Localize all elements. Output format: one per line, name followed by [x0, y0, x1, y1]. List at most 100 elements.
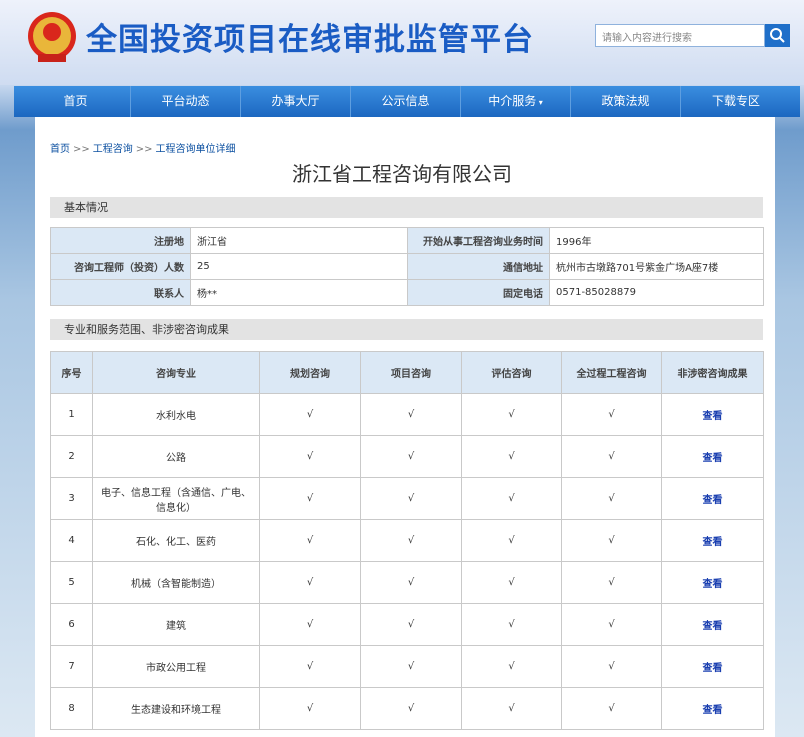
column-header: 项目咨询 [360, 351, 462, 394]
cell: 市政公用工程 [92, 645, 260, 688]
cell: √ [360, 393, 462, 436]
view-link[interactable]: 查看 [702, 411, 723, 422]
cell: √ [360, 435, 462, 478]
cell: √ [259, 519, 361, 562]
view-link[interactable]: 查看 [702, 705, 723, 716]
nav-label: 中介服务 [488, 94, 537, 108]
nav-item[interactable]: 平台动态 [131, 86, 241, 117]
info-label: 注册地 [50, 227, 191, 254]
cell: √ [259, 477, 361, 520]
info-label: 联系人 [50, 279, 191, 306]
cell: 水利水电 [92, 393, 260, 436]
cell: 2 [50, 435, 93, 478]
info-value: 0571-85028879 [549, 279, 764, 306]
breadcrumb-link[interactable]: 首页 [50, 144, 70, 155]
site-title: 全国投资项目在线审批监管平台 [86, 22, 534, 58]
breadcrumb-link: 工程咨询单位详细 [155, 144, 236, 155]
cell: 3 [50, 477, 93, 520]
view-link[interactable]: 查看 [702, 453, 723, 464]
cell: √ [461, 603, 562, 646]
search-button[interactable] [765, 24, 790, 47]
info-value: 1996年 [549, 227, 764, 254]
cell: √ [461, 477, 562, 520]
nav-bar: 首页 平台动态 办事大厅 公示信息 中介服务 ▾ 政策法规 下载专区 [14, 86, 800, 117]
cell: 5 [50, 561, 93, 604]
cell: √ [259, 603, 361, 646]
cell: 查看 [661, 477, 764, 520]
cell: √ [561, 561, 662, 604]
info-value: 浙江省 [190, 227, 408, 254]
info-label: 开始从事工程咨询业务时间 [407, 227, 550, 254]
nav-item[interactable]: 中介服务 ▾ [461, 86, 571, 117]
page-title: 浙江省工程咨询有限公司 [292, 162, 512, 186]
cell: √ [360, 645, 462, 688]
table-row: 2 公路 √ √ √ √ 查看 [50, 435, 764, 478]
cell: √ [561, 477, 662, 520]
nav-item[interactable]: 首页 [21, 86, 131, 117]
cell: √ [561, 519, 662, 562]
table-row: 7 市政公用工程 √ √ √ √ 查看 [50, 645, 764, 688]
cell: √ [461, 519, 562, 562]
column-header: 评估咨询 [461, 351, 562, 394]
cell: 查看 [661, 603, 764, 646]
info-label: 咨询工程师（投资）人数 [50, 253, 191, 280]
view-link[interactable]: 查看 [702, 663, 723, 674]
cell: √ [360, 687, 462, 730]
cell: 查看 [661, 687, 764, 730]
cell: 7 [50, 645, 93, 688]
column-header: 咨询专业 [92, 351, 260, 394]
column-header: 序号 [50, 351, 93, 394]
nav-item[interactable]: 政策法规 [571, 86, 681, 117]
cell: √ [259, 645, 361, 688]
cell: √ [259, 393, 361, 436]
view-link[interactable]: 查看 [702, 621, 723, 632]
nav-item[interactable]: 公示信息 [351, 86, 461, 117]
cell: 查看 [661, 519, 764, 562]
nav-label: 政策法规 [601, 94, 650, 108]
cell: √ [259, 687, 361, 730]
cell: √ [461, 435, 562, 478]
cell: √ [259, 561, 361, 604]
view-link[interactable]: 查看 [702, 495, 723, 506]
nav-label: 首页 [63, 94, 88, 108]
cell: √ [561, 687, 662, 730]
breadcrumb: 首页 >> 工程咨询 >> 工程咨询单位详细 [50, 140, 236, 155]
column-header: 全过程工程咨询 [561, 351, 662, 394]
cell: √ [360, 603, 462, 646]
cell: 6 [50, 603, 93, 646]
cell: 生态建设和环境工程 [92, 687, 260, 730]
breadcrumb-separator: >> [135, 144, 153, 155]
cell: 公路 [92, 435, 260, 478]
cell: √ [360, 561, 462, 604]
cell: √ [561, 393, 662, 436]
breadcrumb-separator: >> [73, 144, 90, 155]
cell: 查看 [661, 435, 764, 478]
scope-table: 序号 咨询专业 规划咨询 项目咨询 评估咨询 全过程工程咨询 非涉密咨询成果 1 水利水电 √ √ √… [50, 351, 764, 730]
cell: 8 [50, 687, 93, 730]
cell: 机械（含智能制造） [92, 561, 260, 604]
nav-item[interactable]: 办事大厅 [241, 86, 351, 117]
cell: √ [461, 687, 562, 730]
cell: √ [360, 477, 462, 520]
header-row: 序号 咨询专业 规划咨询 项目咨询 评估咨询 全过程工程咨询 非涉密咨询成果 [50, 351, 764, 394]
search-input[interactable]: 请输入内容进行搜索 [595, 24, 765, 47]
column-header: 非涉密咨询成果 [661, 351, 764, 394]
breadcrumb-link[interactable]: 工程咨询 [92, 144, 133, 155]
dropdown-arrow: ▾ [536, 98, 543, 107]
header: 全国投资项目在线审批监管平台 请输入内容进行搜索 [0, 0, 804, 85]
cell: √ [461, 393, 562, 436]
table-row: 5 机械（含智能制造） √ √ √ √ 查看 [50, 561, 764, 604]
table-row: 8 生态建设和环境工程 √ √ √ √ 查看 [50, 687, 764, 730]
nav-label: 下载专区 [711, 94, 760, 108]
cell: √ [360, 519, 462, 562]
table-row: 3 电子、信息工程（含通信、广电、信息化） √ √ √ √ 查看 [50, 477, 764, 520]
info-label: 通信地址 [407, 253, 550, 280]
table-row: 4 石化、化工、医药 √ √ √ √ 查看 [50, 519, 764, 562]
cell: √ [561, 645, 662, 688]
nav-item[interactable]: 下载专区 [681, 86, 791, 117]
view-link[interactable]: 查看 [702, 579, 723, 590]
view-link[interactable]: 查看 [702, 537, 723, 548]
table-row: 6 建筑 √ √ √ √ 查看 [50, 603, 764, 646]
